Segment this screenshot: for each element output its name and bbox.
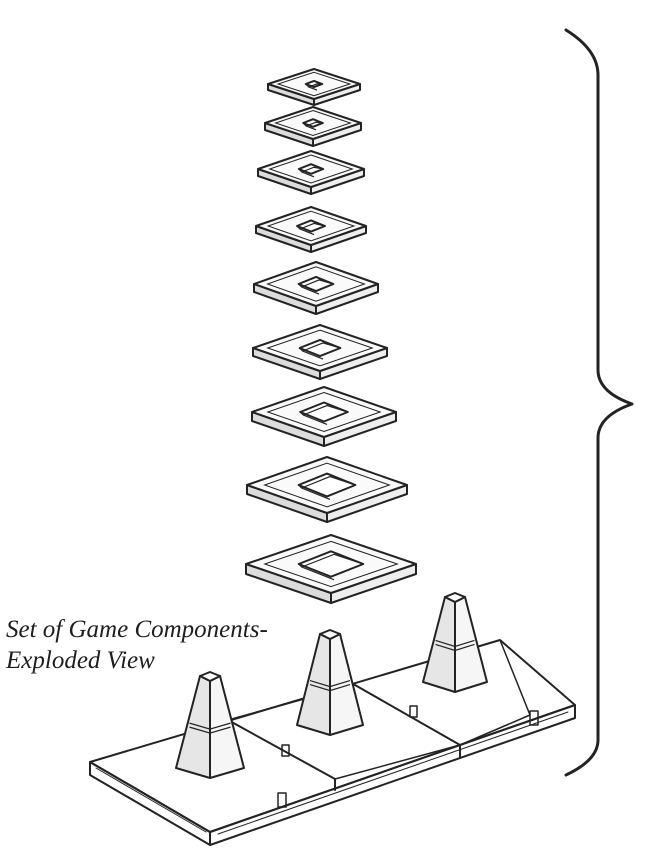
- plate-center-hole: [297, 472, 357, 498]
- stacking-plate: [253, 261, 379, 315]
- peg-band-mark: [189, 722, 231, 734]
- connector-clip-2: [281, 744, 290, 757]
- plate-hole-depth: [299, 404, 348, 426]
- stacking-plate: [252, 324, 388, 380]
- plate-center-hole: [299, 401, 349, 423]
- base-seam-right: [354, 684, 461, 758]
- plate-bevel: [266, 266, 366, 302]
- connector-clip-4: [529, 710, 539, 726]
- stacking-plate: [255, 206, 367, 253]
- stacking-plates-group: [245, 68, 417, 604]
- plate-hole-depth: [298, 279, 334, 295]
- pegs-group: [175, 592, 488, 779]
- peg-band-mark: [309, 680, 351, 692]
- plate-bevel: [266, 391, 382, 433]
- base-section-edges: [227, 639, 531, 780]
- base-front-face: [209, 704, 576, 846]
- grouping-brace: [564, 28, 634, 777]
- peg-cap: [444, 592, 466, 603]
- stacking-plate: [264, 106, 362, 147]
- plate-hole-depth: [298, 553, 364, 581]
- plate-bevel: [268, 154, 354, 184]
- caption-line-2: Exploded View: [6, 647, 155, 674]
- plate-hole-depth: [298, 475, 356, 500]
- plate-bevel: [266, 210, 356, 242]
- stacking-plate: [267, 68, 361, 106]
- peg-cap: [319, 629, 341, 640]
- base-edge-hatch: [95, 711, 569, 835]
- plate-bevel: [274, 109, 352, 137]
- plate-bevel: [276, 71, 352, 97]
- plate-hole-depth: [302, 121, 323, 131]
- peg: [422, 592, 488, 693]
- plate-center-hole: [304, 79, 324, 89]
- peg-left-face: [175, 675, 211, 779]
- stacking-plate: [245, 534, 417, 604]
- plate-bevel: [266, 329, 374, 367]
- plate-center-hole: [298, 338, 342, 358]
- plate-center-hole: [297, 275, 335, 293]
- plate-hole-depth: [298, 166, 324, 178]
- stacking-plate: [257, 150, 365, 195]
- connector-clip-1: [277, 792, 287, 808]
- connector-clip-3: [409, 705, 418, 718]
- stacking-plate: [246, 456, 408, 523]
- plate-center-hole: [296, 219, 326, 233]
- figure-caption: Set of Game Components- Exploded View: [6, 614, 268, 676]
- plate-hole-depth: [299, 342, 341, 360]
- peg: [175, 671, 245, 779]
- base-left-face: [89, 761, 211, 846]
- caption-line-1: Set of Game Components-: [6, 616, 268, 643]
- peg: [296, 629, 364, 736]
- plate-bevel: [263, 540, 399, 588]
- plate-hole-depth: [305, 83, 323, 91]
- stacking-plate: [251, 386, 397, 447]
- peg-cap: [199, 671, 221, 682]
- peg-band-mark: [435, 639, 475, 652]
- plate-hole-depth: [296, 222, 326, 236]
- plate-center-hole: [297, 550, 365, 578]
- plate-bevel: [263, 462, 391, 508]
- game-base-assembly: [89, 639, 576, 846]
